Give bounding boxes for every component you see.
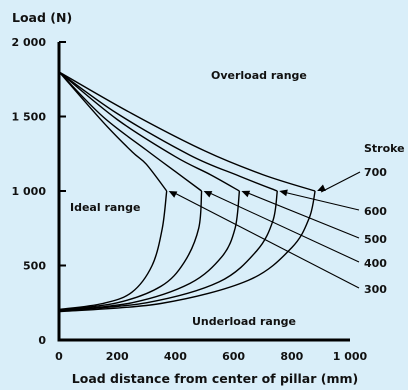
stroke-400-label: 400 — [364, 257, 387, 270]
y-tick-label: 1 500 — [12, 111, 47, 124]
stroke-500-label: 500 — [364, 233, 387, 246]
y-tick-label: 0 — [38, 334, 46, 347]
stroke-300-label: 300 — [364, 283, 387, 296]
y-tick-label: 500 — [23, 260, 46, 273]
tick-labels: 0 200 400 600 800 1 000 0 500 1 000 1 500 2 000 — [12, 36, 368, 363]
stroke-300-arrowhead — [168, 191, 178, 198]
stroke-600-pointer — [283, 191, 360, 211]
ideal-range-label: Ideal range — [70, 201, 140, 214]
x-tick-label: 1 000 — [333, 350, 368, 363]
stroke-700-upper-line — [58, 71, 316, 192]
stroke-header-label: Stroke — [364, 142, 405, 155]
stroke-500-upper-line — [58, 71, 240, 192]
stroke-300-upper-line — [58, 71, 168, 192]
x-tick-label: 600 — [222, 350, 245, 363]
x-tick-label: 400 — [164, 350, 187, 363]
stroke-600-label: 600 — [364, 205, 387, 218]
x-tick-label: 200 — [106, 350, 129, 363]
overload-range-label: Overload range — [211, 69, 307, 82]
y-tick-label: 1 000 — [12, 185, 47, 198]
x-tick-label: 0 — [55, 350, 63, 363]
stroke-annotations: 300 400 500 600 700 — [168, 166, 387, 296]
stroke-600-upper-line — [58, 71, 278, 192]
x-tick-label: 800 — [280, 350, 303, 363]
stroke-600-arrowhead — [279, 189, 288, 197]
stroke-400-upper-line — [58, 71, 203, 192]
stroke-700-label: 700 — [364, 166, 387, 179]
stroke-300-pointer — [172, 191, 360, 289]
stroke-curves — [58, 71, 316, 313]
stroke-700-pointer — [320, 171, 361, 193]
stroke-400-pointer — [207, 191, 360, 263]
stroke-600-lower-line — [58, 190, 278, 312]
stroke-400-lower-line — [58, 190, 203, 311]
stroke-700-arrowhead — [317, 184, 326, 191]
y-axis-title: Load (N) — [12, 10, 72, 25]
stroke-500-lower-line — [58, 190, 241, 312]
x-axis-title: Load distance from center of pillar (mm) — [72, 371, 358, 386]
underload-range-label: Underload range — [192, 315, 296, 328]
stroke-500-pointer — [245, 191, 360, 239]
stroke-300-lower-line — [58, 190, 168, 311]
stroke-500-arrowhead — [241, 190, 251, 198]
stroke-400-arrowhead — [203, 191, 213, 198]
y-tick-label: 2 000 — [12, 36, 47, 49]
